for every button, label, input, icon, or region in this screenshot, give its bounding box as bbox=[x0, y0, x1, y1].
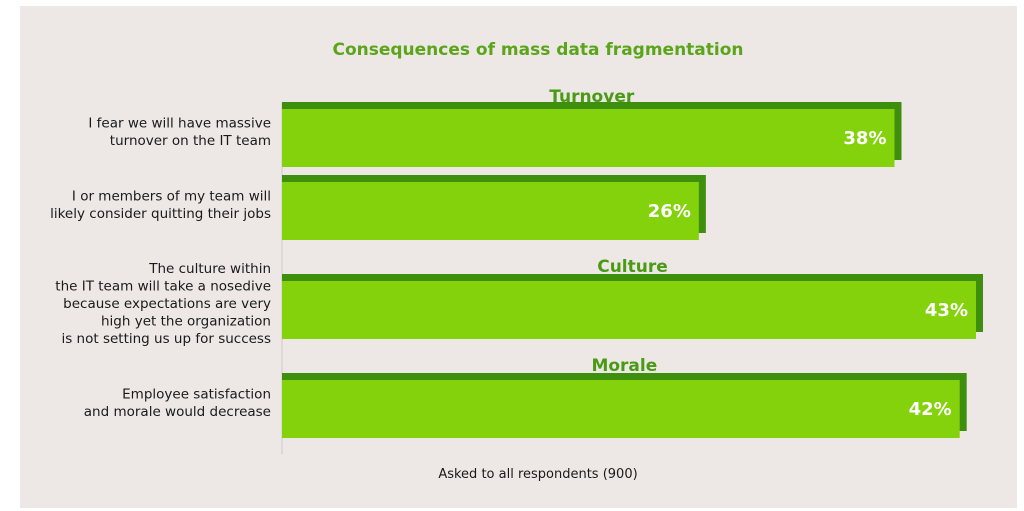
category-label: I or members of my team will bbox=[72, 188, 271, 204]
category-label: is not setting us up for success bbox=[61, 331, 271, 347]
category-label: high yet the organization bbox=[101, 314, 271, 330]
bar bbox=[282, 109, 895, 167]
group-label: Morale bbox=[591, 356, 657, 376]
chart-title: Consequences of mass data fragmentation bbox=[332, 40, 743, 60]
group-label: Culture bbox=[597, 257, 668, 277]
category-label: The culture within bbox=[148, 261, 271, 277]
value-label: 38% bbox=[843, 128, 886, 149]
category-label: Employee satisfaction bbox=[122, 386, 271, 402]
value-label: 43% bbox=[925, 300, 968, 321]
value-label: 26% bbox=[648, 201, 691, 222]
bar bbox=[282, 182, 699, 240]
category-label: I fear we will have massive bbox=[88, 115, 271, 131]
bar bbox=[282, 281, 976, 339]
bar bbox=[282, 380, 960, 438]
category-label: likely consider quitting their jobs bbox=[50, 206, 271, 222]
category-label: because expectations are very bbox=[63, 296, 271, 312]
category-label: and morale would decrease bbox=[84, 404, 271, 420]
category-label: the IT team will take a nosedive bbox=[55, 279, 271, 295]
category-label: turnover on the IT team bbox=[110, 133, 271, 149]
chart-footnote: Asked to all respondents (900) bbox=[438, 467, 637, 482]
value-label: 42% bbox=[909, 399, 952, 420]
